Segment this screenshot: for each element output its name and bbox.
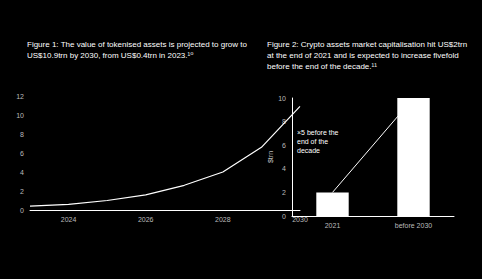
svg-text:0: 0: [282, 213, 286, 220]
svg-text:10: 10: [16, 112, 24, 119]
svg-text:6: 6: [20, 150, 24, 157]
svg-text:$trn: $trn: [267, 151, 274, 163]
svg-text:2024: 2024: [61, 216, 77, 223]
svg-text:6: 6: [282, 142, 286, 149]
svg-text:before the end of the decade.¹: before the end of the decade.¹¹: [267, 62, 377, 71]
svg-text:Figure 2: Crypto assets market: Figure 2: Crypto assets market capitalis…: [267, 40, 469, 49]
svg-text:4: 4: [282, 165, 286, 172]
svg-text:4: 4: [20, 169, 24, 176]
svg-text:US$10.9trn by 2030, from US$0.: US$10.9trn by 2030, from US$0.4trn in 20…: [27, 51, 193, 60]
svg-text:8: 8: [282, 118, 286, 126]
svg-text:decade: decade: [297, 147, 320, 154]
svg-text:2026: 2026: [138, 216, 154, 223]
svg-text:end of the: end of the: [297, 138, 330, 145]
svg-text:12: 12: [16, 93, 24, 100]
svg-text:8: 8: [20, 131, 24, 138]
svg-text:0: 0: [20, 207, 24, 214]
svg-text:at the end of 2021 and is expe: at the end of 2021 and is expected to in…: [267, 51, 461, 60]
svg-text:2: 2: [282, 189, 286, 196]
svg-text:2028: 2028: [215, 216, 231, 223]
svg-text:before 2030: before 2030: [395, 222, 432, 229]
svg-text:×5 before the: ×5 before the: [297, 129, 340, 136]
svg-text:10: 10: [278, 95, 286, 102]
svg-text:2030: 2030: [292, 216, 308, 223]
svg-text:2021: 2021: [325, 222, 341, 229]
svg-text:Figure 1: The value of tokenis: Figure 1: The value of tokenised assets …: [27, 40, 249, 49]
svg-text:2: 2: [20, 188, 24, 195]
